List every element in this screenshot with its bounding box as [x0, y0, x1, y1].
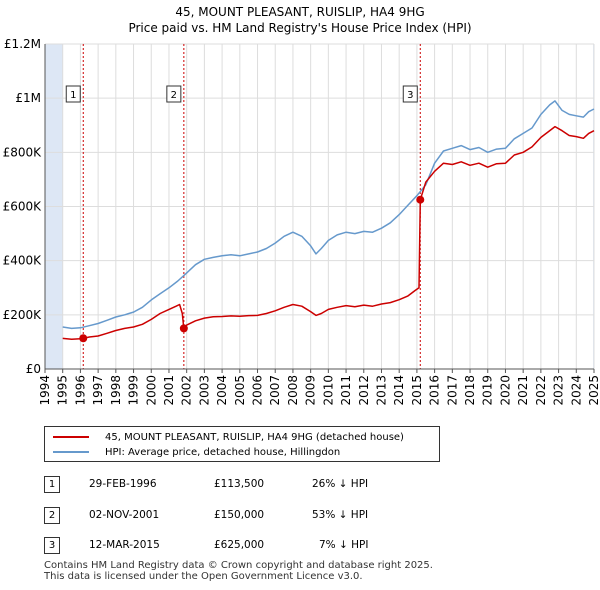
chart-title: 45, MOUNT PLEASANT, RUISLIP, HA4 9HG	[175, 5, 425, 19]
x-tick-label: 2017	[445, 375, 459, 406]
transaction-marker-box	[65, 85, 81, 103]
x-tick-label: 1994	[38, 375, 52, 406]
x-tick-label: 2014	[392, 375, 406, 406]
x-tick-label: 2011	[339, 375, 353, 406]
transaction-marker-label: 1	[70, 90, 76, 101]
x-tick-label: 2022	[534, 375, 548, 406]
transaction-hpi-diff: 7% ↓ HPI	[319, 539, 369, 551]
table-row: 1 29-FEB-1996 £113,500 26% ↓ HPI	[44, 476, 544, 494]
transaction-number: 2	[44, 507, 60, 524]
legend: 45, MOUNT PLEASANT, RUISLIP, HA4 9HG (de…	[44, 426, 440, 462]
x-tick-label: 2020	[498, 375, 512, 406]
x-tick-label: 1995	[56, 375, 70, 406]
y-tick-label: £400K	[3, 254, 43, 268]
table-row: 3 12-MAR-2015 £625,000 7% ↓ HPI	[44, 537, 544, 555]
x-tick-label: 2013	[374, 375, 388, 406]
x-tick-label: 2009	[304, 375, 318, 406]
transaction-point	[416, 195, 425, 204]
transaction-date: 02-NOV-2001	[89, 509, 160, 521]
footer-copyright: Contains HM Land Registry data © Crown c…	[44, 560, 433, 571]
x-tick-label: 2000	[144, 375, 158, 406]
x-tick-label: 2003	[197, 375, 211, 406]
y-tick-label: £1M	[15, 91, 41, 105]
legend-swatch-hpi	[53, 451, 89, 453]
hpi-line	[62, 100, 595, 330]
transaction-price: £113,500	[214, 478, 265, 490]
chart-subtitle: Price paid vs. HM Land Registry's House …	[128, 21, 472, 35]
footer-license: This data is licensed under the Open Gov…	[44, 571, 363, 582]
x-tick-label: 1998	[109, 375, 123, 406]
legend-swatch-price	[53, 436, 89, 438]
x-tick-label: 2024	[569, 375, 583, 406]
transaction-marker-label: 2	[171, 90, 177, 101]
transaction-number: 1	[44, 476, 60, 493]
x-tick-label: 2025	[587, 375, 600, 406]
transaction-date: 12-MAR-2015	[89, 539, 160, 551]
transaction-point	[179, 324, 188, 333]
x-tick-label: 1996	[73, 375, 87, 406]
legend-label-hpi: HPI: Average price, detached house, Hill…	[105, 446, 341, 458]
legend-item-price: 45, MOUNT PLEASANT, RUISLIP, HA4 9HG (de…	[53, 430, 404, 444]
legend-label-price: 45, MOUNT PLEASANT, RUISLIP, HA4 9HG (de…	[105, 431, 404, 443]
x-tick-label: 2021	[516, 375, 530, 406]
x-tick-label: 2007	[268, 375, 282, 406]
x-tick-label: 1999	[127, 375, 141, 406]
table-row: 2 02-NOV-2001 £150,000 53% ↓ HPI	[44, 507, 544, 525]
transaction-number: 3	[44, 537, 60, 554]
x-tick-label: 2004	[215, 375, 229, 406]
price-paid-line	[62, 125, 595, 340]
transaction-price: £150,000	[214, 509, 265, 521]
y-tick-label: £200K	[3, 308, 43, 322]
x-tick-label: 2005	[233, 375, 247, 406]
footer: Contains HM Land Registry data © Crown c…	[44, 560, 433, 582]
transaction-date: 29-FEB-1996	[89, 478, 157, 490]
x-tick-label: 2001	[162, 375, 176, 406]
x-tick-label: 2010	[321, 375, 335, 406]
x-tick-label: 2023	[552, 375, 566, 406]
x-tick-label: 2018	[463, 375, 477, 406]
x-tick-label: 2012	[357, 375, 371, 406]
y-tick-label: £800K	[3, 145, 43, 159]
transaction-marker-box	[402, 85, 418, 103]
x-tick-label: 2015	[410, 375, 424, 406]
x-tick-label: 2019	[481, 375, 495, 406]
x-tick-label: 2002	[180, 375, 194, 406]
transaction-marker-box	[166, 85, 182, 103]
x-tick-label: 2006	[251, 375, 265, 406]
y-tick-label: £0	[26, 362, 41, 376]
transaction-hpi-diff: 26% ↓ HPI	[312, 478, 369, 490]
x-tick-label: 2008	[286, 375, 300, 406]
y-tick-label: £1.2M	[4, 37, 41, 51]
transaction-point	[79, 334, 88, 343]
x-tick-label: 2016	[428, 375, 442, 406]
transaction-hpi-diff: 53% ↓ HPI	[312, 509, 369, 521]
transaction-price: £625,000	[214, 539, 265, 551]
transaction-marker-label: 3	[407, 90, 413, 101]
legend-item-hpi: HPI: Average price, detached house, Hill…	[53, 445, 340, 459]
price-chart: 1 2 3 £0 £200K £400K £600K £800K £1M £1.2M 1994 199…	[3, 37, 600, 406]
x-tick-label: 1997	[91, 375, 105, 406]
y-tick-label: £600K	[3, 200, 43, 214]
